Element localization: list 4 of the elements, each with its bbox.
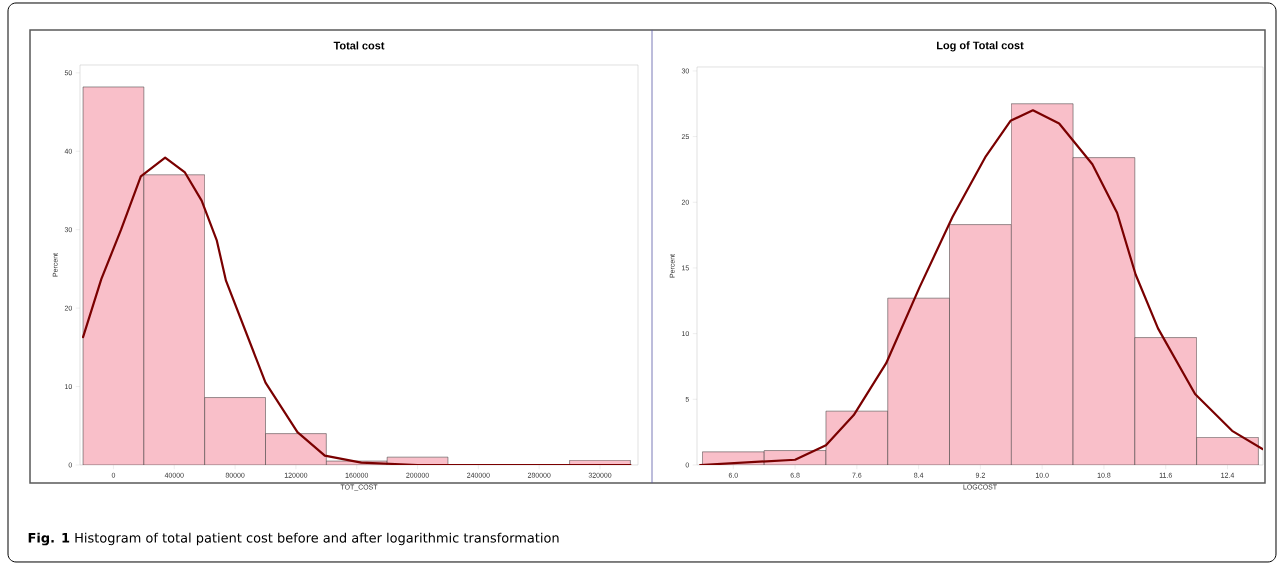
chart-title: Log of Total cost <box>937 41 1024 52</box>
chart-title: Total cost <box>333 41 385 50</box>
line-series <box>699 109 1264 465</box>
text: Fig. 1 Histogram of total patient cost before and after logarithmic transformation <box>28 532 559 546</box>
